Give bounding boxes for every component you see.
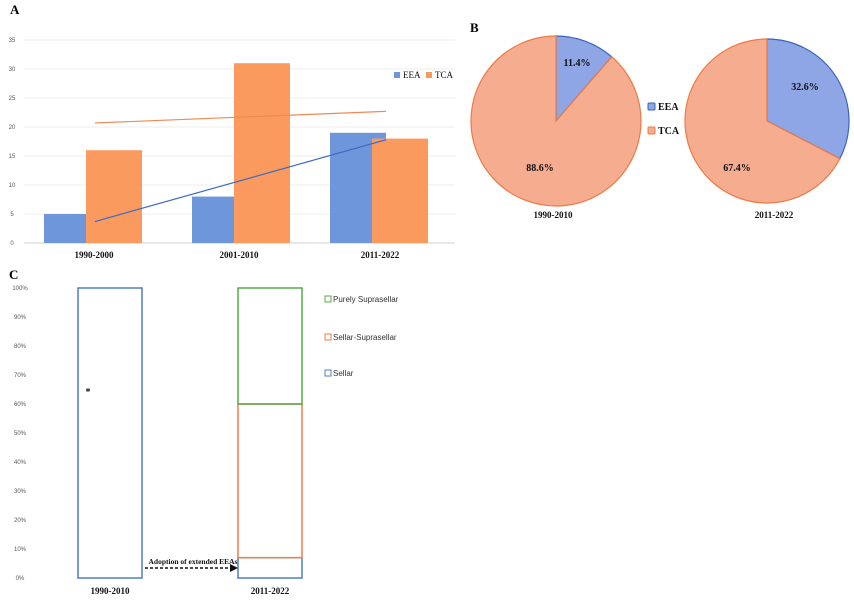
y-tick-label: 15 — [9, 154, 16, 160]
y-tick-label: 0 — [10, 241, 14, 247]
x-tick-label: 2001-2010 — [220, 250, 259, 260]
y-tick-label: 0% — [16, 576, 25, 582]
panel-a-label: A — [10, 2, 20, 17]
panel-a-y-axis: 0 5 10 15 20 25 30 35 — [9, 38, 16, 247]
x-tick-label: 1990-2000 — [75, 250, 114, 260]
legend-swatch-tca — [647, 126, 656, 135]
significance-asterisk: * — [86, 387, 91, 398]
pie-title: 2011-2022 — [755, 210, 794, 220]
stack-segment-sellar-suprasellar — [237, 403, 303, 559]
y-tick-label: 20 — [9, 125, 16, 131]
pie-slice-tca — [470, 35, 642, 207]
tca-bar — [234, 63, 290, 244]
y-tick-label: 70% — [14, 373, 27, 379]
legend-label: Sellar-Suprasellar — [333, 333, 397, 342]
y-tick-label: 25 — [9, 96, 16, 102]
y-tick-label: 60% — [14, 402, 27, 408]
panel-a-legend: EEA TCA — [394, 70, 454, 80]
pie-label-tca: 88.6% — [526, 163, 554, 174]
panel-a-trendlines — [94, 110, 387, 223]
arrow-label: Adoption of extended EEAs — [149, 557, 238, 566]
y-tick-label: 30% — [14, 489, 27, 495]
panel-c-legend: Purely Suprasellar Sellar-Suprasellar Sell… — [324, 295, 399, 378]
legend-swatch-eea — [647, 102, 656, 111]
pie-title: 1990-2010 — [534, 210, 573, 220]
panel-b-label: B — [470, 20, 479, 35]
panel-a-bars — [44, 63, 428, 244]
x-tick-label: 2011-2022 — [251, 586, 290, 596]
pie-slice-tca — [684, 38, 841, 204]
y-tick-label: 50% — [14, 431, 27, 437]
legend-label-eea: EEA — [658, 102, 679, 113]
legend-label-tca: TCA — [658, 126, 680, 137]
y-tick-label: 80% — [14, 344, 27, 350]
pie-label-eea: 32.6% — [791, 82, 819, 93]
legend-label: Purely Suprasellar — [333, 295, 399, 304]
legend-swatch — [324, 333, 332, 341]
legend-swatch-eea — [394, 72, 400, 78]
y-tick-label: 35 — [9, 38, 16, 44]
stack-segment-sellar — [237, 556, 303, 579]
panel-c-bars — [77, 287, 303, 579]
panel-a-x-axis: 1990-2000 2001-2010 2011-2022 — [75, 250, 400, 260]
x-tick-label: 2011-2022 — [361, 250, 400, 260]
arrow-head — [230, 564, 238, 572]
x-tick-label: 1990-2010 — [91, 586, 130, 596]
legend-label-eea: EEA — [403, 70, 421, 80]
legend-swatch — [324, 369, 332, 377]
eea-trendline — [94, 139, 387, 223]
y-tick-label: 90% — [14, 315, 27, 321]
stack-segment-sellar — [77, 287, 143, 579]
legend-swatch-tca — [426, 72, 432, 78]
tca-bar — [86, 150, 142, 243]
pie-label-tca: 67.4% — [723, 163, 751, 174]
y-tick-label: 100% — [12, 286, 28, 292]
y-tick-label: 10% — [14, 547, 27, 553]
panel-c-annotations: * Adoption of extended EEAs — [86, 387, 238, 572]
pie-label-eea: 11.4% — [564, 58, 591, 69]
tca-bar — [372, 138, 428, 243]
legend-label: Sellar — [333, 369, 354, 378]
panel-c-label: C — [9, 267, 18, 282]
y-tick-label: 40% — [14, 460, 27, 466]
y-tick-label: 20% — [14, 518, 27, 524]
y-tick-label: 5 — [10, 212, 14, 218]
legend-label-tca: TCA — [435, 70, 454, 80]
panel-c-x-axis: 1990-2010 2011-2022 — [91, 586, 290, 596]
y-tick-label: 30 — [9, 67, 16, 73]
tca-trendline — [94, 110, 387, 124]
y-tick-label: 10 — [9, 183, 16, 189]
panel-b-pies: 11.4% 88.6% 1990-2010 32.6% 67.4% 2011-2022 — [470, 35, 850, 220]
panel-b-legend: EEA TCA — [647, 102, 680, 137]
legend-swatch — [324, 295, 332, 303]
pie-slice-eea — [766, 38, 850, 160]
panel-c-y-axis: 0% 10% 20% 30% 40% 50% 60% 70% 80% 90% 100% — [12, 286, 28, 582]
stack-segment-purely-suprasellar — [237, 287, 303, 405]
